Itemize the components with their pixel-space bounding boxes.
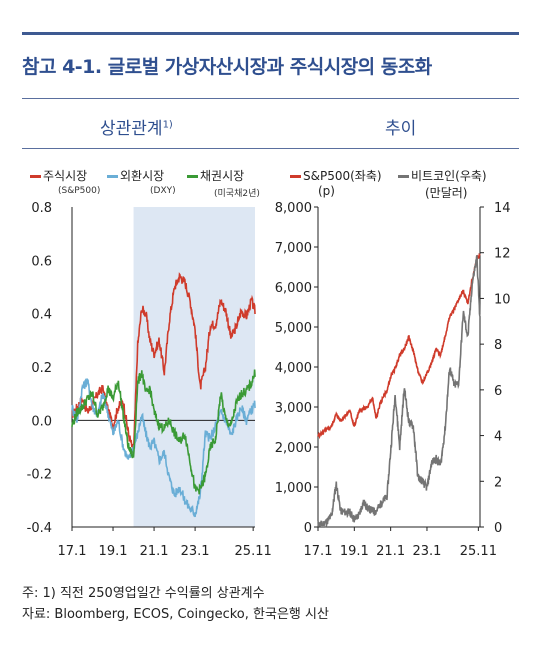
left-series-1 [71, 377, 256, 518]
right-right-tick-5: 4 [494, 430, 502, 445]
left-y-tick-4: 0.0 [31, 414, 52, 429]
legend-sp500-swatch [290, 175, 301, 178]
left-heading: 상관관계1) [100, 119, 173, 139]
legend-sp500: S&P500(좌축) [290, 167, 382, 184]
right-heading-rule-top [290, 98, 519, 99]
right-right-tick-0: 14 [494, 201, 511, 216]
left-y-tick-1: 0.6 [31, 254, 52, 269]
left-heading-rule-bottom [22, 148, 290, 149]
legend-stock: 주식시장 [30, 167, 87, 184]
left-series-0 [71, 272, 256, 456]
left-x-tick-3: 23.1 [181, 544, 210, 559]
left-x-tick-4: 25.11 [235, 544, 272, 559]
notes: 주: 1) 직전 250영업일간 수익률의 상관계수 자료: Bloomberg… [22, 583, 329, 625]
right-right-tick-7: 0 [494, 521, 502, 536]
left-y-tick-2: 0.4 [31, 308, 52, 323]
shaded-period [133, 207, 255, 527]
right-x-tick-2: 21.1 [376, 544, 405, 559]
note-2: 자료: Bloomberg, ECOS, Coingecko, 한국은행 시산 [22, 607, 329, 622]
legend-fx: 외환시장 [107, 167, 164, 184]
right-right-tick-2: 10 [494, 292, 511, 307]
legend-fx-swatch [107, 175, 118, 178]
right-left-tick-8: 0 [304, 521, 312, 536]
right-left-tick-3: 5,000 [275, 321, 312, 336]
right-heading-rule-bottom [290, 148, 519, 149]
legend-stock-swatch [30, 175, 41, 178]
right-left-tick-4: 4,000 [275, 361, 312, 376]
right-heading: 추이 [385, 119, 417, 139]
right-x-tick-4: 25.11 [460, 544, 497, 559]
right-axis-unit: (만달러) [425, 186, 468, 200]
legend-bond-sub: (미국채2년) [214, 189, 260, 199]
right-left-tick-6: 2,000 [275, 441, 312, 456]
legend-btc-swatch [398, 175, 409, 178]
left-y-tick-6: -0.4 [27, 521, 52, 536]
right-right-tick-3: 8 [494, 338, 502, 353]
left-axis-unit: (p) [318, 184, 335, 198]
legend-bond: 채권시장 [187, 167, 244, 184]
legend-btc: 비트코인(우축) [398, 167, 487, 184]
legend-fx-sub: (DXY) [150, 186, 176, 196]
right-x-tick-3: 23.1 [412, 544, 441, 559]
left-series-2 [71, 369, 256, 495]
right-right-tick-4: 6 [494, 384, 502, 399]
legend-bond-swatch [187, 175, 198, 178]
right-x-tick-1: 19.1 [340, 544, 369, 559]
left-x-tick-2: 21.1 [140, 544, 169, 559]
right-left-tick-5: 3,000 [275, 401, 312, 416]
right-x-tick-0: 17.1 [304, 544, 333, 559]
left-x-tick-0: 17.1 [58, 544, 87, 559]
left-y-tick-5: -0.2 [27, 468, 52, 483]
right-left-tick-2: 6,000 [275, 281, 312, 296]
page-title: 참고 4-1. 글로벌 가상자산시장과 주식시장의 동조화 [22, 56, 432, 78]
left-x-tick-1: 19.1 [99, 544, 128, 559]
right-left-tick-0: 8,000 [275, 201, 312, 216]
right-right-tick-6: 2 [494, 475, 502, 490]
right-left-tick-1: 7,000 [275, 241, 312, 256]
left-y-tick-3: 0.2 [31, 361, 52, 376]
left-y-tick-0: 0.8 [31, 201, 52, 216]
right-series-sp500 [317, 252, 481, 440]
right-left-tick-7: 1,000 [275, 481, 312, 496]
top-rule [22, 32, 519, 35]
left-heading-rule-top [22, 98, 290, 99]
legend-stock-sub: (S&P500) [58, 186, 101, 196]
note-1: 주: 1) 직전 250영업일간 수익률의 상관계수 [22, 586, 265, 601]
right-series-bitcoin [317, 255, 481, 528]
right-right-tick-1: 12 [494, 247, 511, 262]
